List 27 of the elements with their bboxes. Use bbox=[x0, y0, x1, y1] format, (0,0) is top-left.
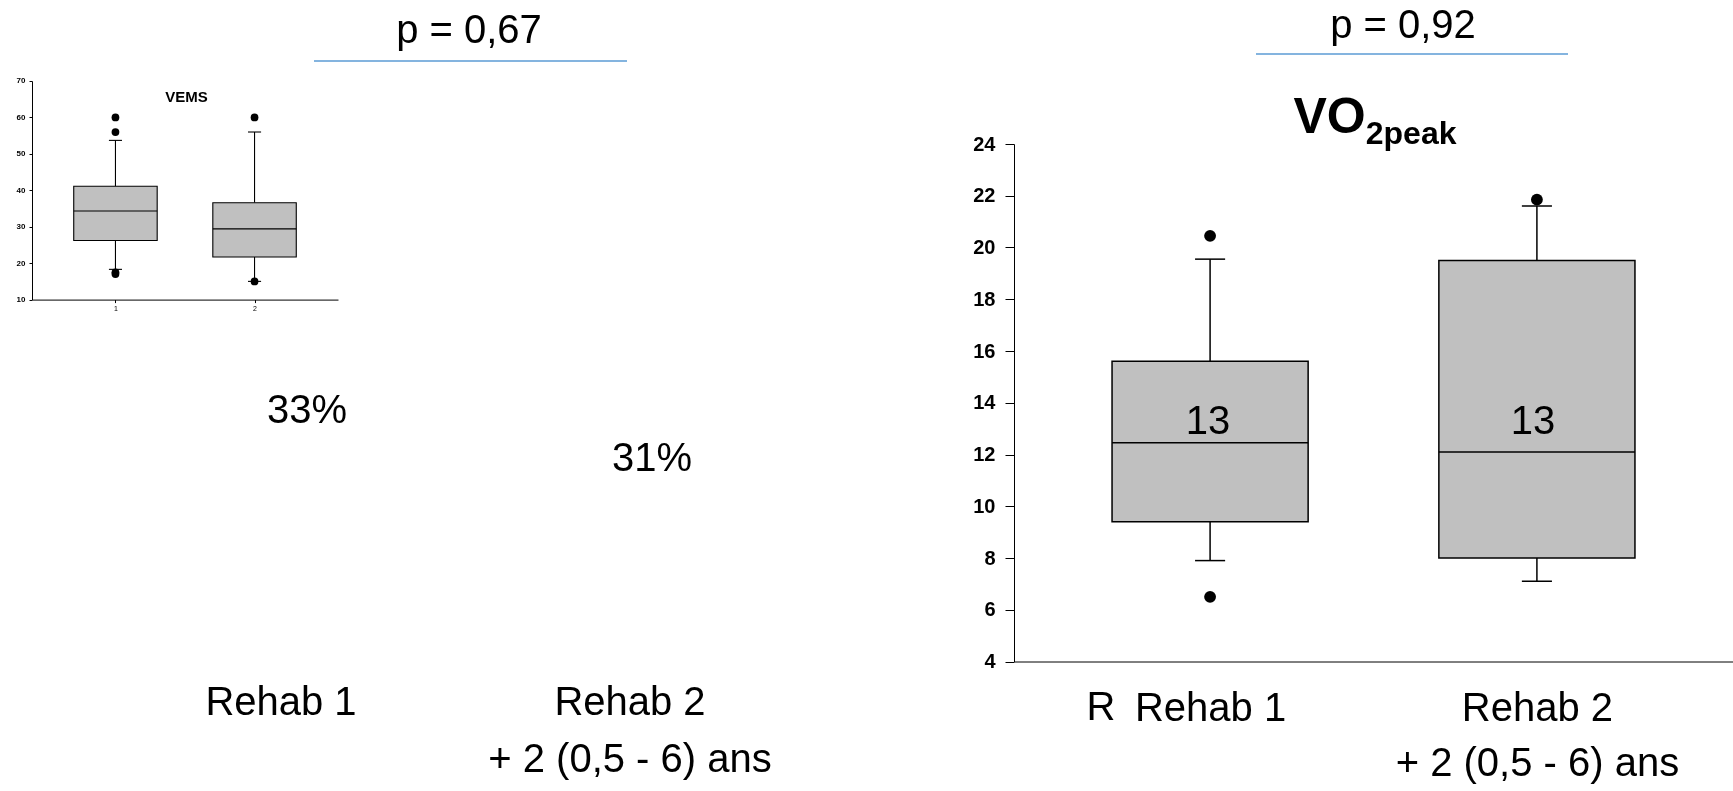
y-tick-label: 20 bbox=[16, 258, 27, 268]
y-tick-label: 18 bbox=[973, 287, 996, 310]
y-tick-label: 20 bbox=[973, 236, 996, 258]
y-tick-label: 12 bbox=[973, 443, 996, 465]
y-tick-label: 60 bbox=[16, 112, 27, 122]
annotation: 13 bbox=[1510, 398, 1556, 442]
text: 33% bbox=[266, 387, 348, 431]
text: p = 0,92 bbox=[1330, 1, 1476, 46]
y-tick-label: 6 bbox=[984, 598, 996, 621]
text: p = 0,67 bbox=[396, 7, 542, 51]
y-tick-label: 4 bbox=[984, 650, 997, 672]
y-tick-label: 8 bbox=[984, 546, 996, 569]
y-tick-label: 14 bbox=[973, 391, 997, 414]
y-tick-label: 50 bbox=[16, 149, 27, 159]
y-tick-label: 70 bbox=[16, 76, 27, 86]
y-tick-label: 22 bbox=[973, 184, 996, 207]
y-tick-label: 40 bbox=[16, 185, 27, 195]
text: VEMS bbox=[165, 88, 208, 105]
y-tick-label: 16 bbox=[973, 339, 996, 362]
text: R bbox=[1086, 684, 1116, 728]
annotation: 13 bbox=[1185, 398, 1231, 442]
y-tick-label: 30 bbox=[16, 221, 27, 231]
y-tick-label: 10 bbox=[16, 294, 27, 304]
text: 31% bbox=[611, 435, 693, 479]
chart-title: VO$_{2peak}$ bbox=[1293, 87, 1457, 151]
y-tick-label: 24 bbox=[973, 132, 997, 155]
y-tick-label: 10 bbox=[973, 494, 996, 517]
